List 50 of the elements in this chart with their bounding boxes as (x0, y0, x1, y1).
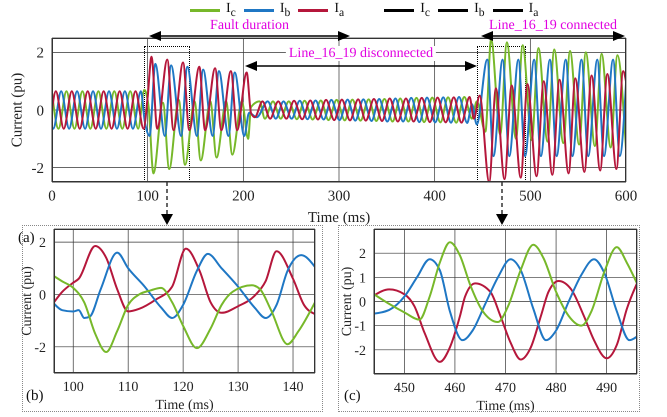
y-tick-label: 2 (39, 236, 46, 252)
y-tick-label: -2 (354, 344, 366, 359)
legend-label: I$_{b}$ (280, 1, 290, 19)
x-tick-label: 480 (546, 380, 567, 396)
line-series (54, 275, 315, 354)
text: (a) (18, 230, 35, 247)
x-tick-label: 100 (136, 188, 159, 205)
x-tick-label: 140 (282, 380, 304, 395)
line-series (374, 280, 637, 363)
annotation: Line_16_19 disconnected (286, 46, 436, 61)
y-tick-label: 1 (359, 271, 366, 286)
x-tick-label: 300 (328, 188, 350, 205)
y-tick-label: -2 (34, 340, 46, 356)
legend-label: I$_{c}$ (420, 1, 430, 21)
y-tick-label: -1 (354, 320, 366, 335)
x-tick-label: 400 (423, 188, 446, 205)
legend-label: I$_{a}$ (528, 1, 538, 19)
legend-label: I$_{b}$ (474, 1, 485, 21)
y-tick-label: 2 (359, 247, 366, 262)
legend-label: I$_{a}$ (334, 1, 344, 21)
text: (c) (344, 388, 361, 405)
x-axis-title: Time (ms) (155, 398, 214, 413)
x-tick-label: 600 (614, 188, 638, 205)
legend-label: I$_{c}$ (226, 1, 236, 19)
line-series (374, 258, 637, 342)
y-tick-label: 0 (36, 103, 44, 120)
y-tick-label: 0 (39, 288, 46, 304)
text: Fault duration (209, 18, 290, 33)
x-tick-label: 500 (519, 188, 542, 205)
x-tick-label: 490 (596, 380, 618, 396)
line-series (52, 58, 626, 158)
x-tick-label: 200 (232, 188, 255, 205)
x-tick-label: 450 (394, 380, 415, 396)
x-tick-label: 110 (118, 380, 138, 395)
y-axis-title: Current (pu) (20, 266, 35, 336)
y-tick-label: -2 (32, 160, 44, 177)
x-tick-label: 460 (444, 380, 466, 396)
x-tick-label: 470 (495, 380, 516, 396)
x-tick-label: 130 (228, 380, 249, 395)
text: Line_16_19 connected (488, 18, 618, 33)
y-tick-label: 2 (36, 46, 44, 62)
y-axis-title: Current (pu) (9, 72, 26, 148)
y-axis-title: Current (pu) (340, 266, 355, 336)
x-axis-title: Time (ms) (476, 399, 535, 414)
line-series (374, 241, 637, 327)
y-tick-label: 0 (359, 295, 366, 310)
x-tick-label: 120 (172, 380, 194, 395)
x-axis-title: Time (ms) (308, 210, 370, 226)
text: (b) (26, 388, 44, 405)
x-tick-label: 100 (62, 380, 84, 395)
